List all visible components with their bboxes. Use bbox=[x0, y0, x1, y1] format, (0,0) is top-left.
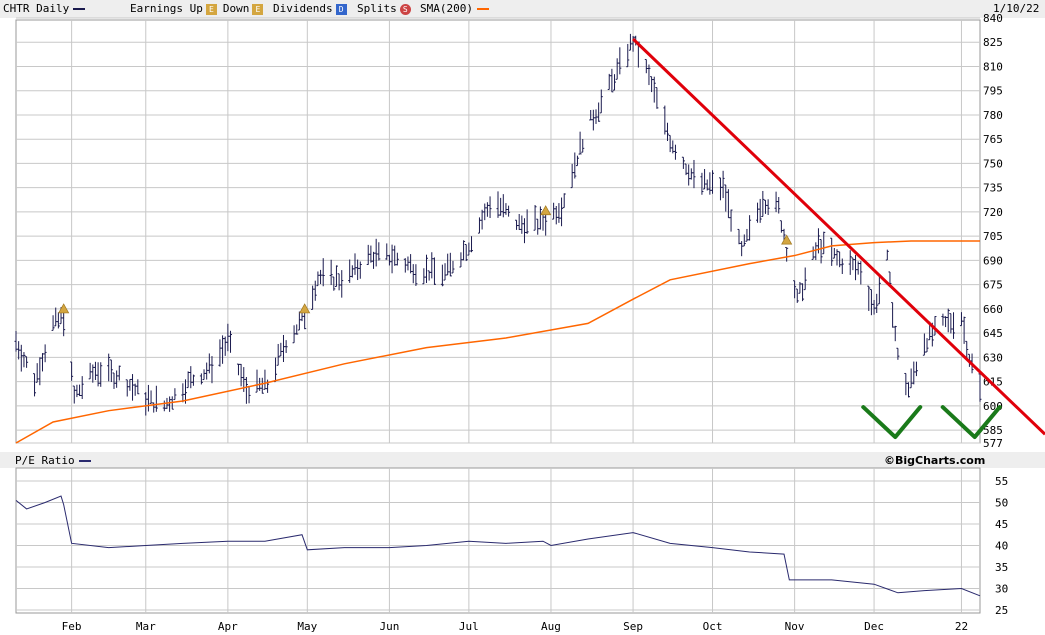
x-tick-label: 22 bbox=[955, 620, 968, 633]
price-y-tick-label: 810 bbox=[983, 60, 1003, 73]
red-trendline bbox=[632, 37, 1045, 436]
green-check-icon bbox=[940, 405, 1002, 440]
pe-bar: P/E Ratio ©BigCharts.com bbox=[0, 452, 1045, 468]
pe-y-tick-label: 40 bbox=[995, 540, 1008, 553]
sma-200-line bbox=[15, 240, 980, 444]
legend-dividends: Dividends D bbox=[273, 2, 347, 15]
bigcharts-credit: ©BigCharts.com bbox=[884, 454, 986, 467]
price-y-tick-label: 675 bbox=[983, 279, 1003, 292]
legend-splits: Splits S bbox=[357, 2, 411, 15]
x-tick-label: Sep bbox=[623, 620, 643, 633]
x-tick-label: Jun bbox=[379, 620, 399, 633]
x-tick-label: Feb bbox=[62, 620, 82, 633]
pe-y-tick-label: 35 bbox=[995, 561, 1008, 574]
legend-earnings: Earnings Up E Down E bbox=[130, 2, 264, 15]
green-check-icon bbox=[861, 405, 923, 440]
pe-y-tick-label: 45 bbox=[995, 518, 1008, 531]
price-y-tick-label: 765 bbox=[983, 133, 1003, 146]
splits-icon: S bbox=[399, 3, 411, 15]
pe-plot-frame bbox=[15, 467, 981, 614]
price-y-tick-label: 720 bbox=[983, 206, 1003, 219]
pe-ratio-line bbox=[15, 495, 981, 597]
chart-date: 1/10/22 bbox=[993, 2, 1040, 15]
earnings-down-icon: E bbox=[252, 3, 264, 15]
legend-symbol: CHTR Daily bbox=[3, 2, 86, 15]
x-tick-label: Nov bbox=[785, 620, 805, 633]
x-tick-label: Mar bbox=[136, 620, 156, 633]
earnings-up-icon: E bbox=[205, 3, 217, 15]
price-y-tick-label: 645 bbox=[983, 327, 1003, 340]
price-y-tick-label: 705 bbox=[983, 230, 1003, 243]
price-y-tick-label: 660 bbox=[983, 303, 1003, 316]
pe-y-tick-label: 55 bbox=[995, 475, 1008, 488]
price-y-tick-label: 780 bbox=[983, 109, 1003, 122]
price-swatch-icon bbox=[73, 8, 86, 10]
price-y-tick-label: 825 bbox=[983, 36, 1003, 49]
price-y-tick-label: 795 bbox=[983, 85, 1003, 98]
price-y-tick-label: 577 bbox=[983, 437, 1003, 450]
sma-swatch-icon bbox=[476, 8, 489, 10]
pe-label: P/E Ratio bbox=[15, 454, 91, 467]
pe-y-tick-label: 25 bbox=[995, 604, 1008, 617]
x-tick-label: Aug bbox=[541, 620, 561, 633]
pe-y-tick-label: 30 bbox=[995, 583, 1008, 596]
x-tick-label: Apr bbox=[218, 620, 238, 633]
earnings-marker-icon bbox=[781, 234, 793, 245]
legend-sma: SMA(200) bbox=[420, 2, 489, 15]
x-tick-label: Jul bbox=[459, 620, 479, 633]
price-y-tick-label: 630 bbox=[983, 351, 1003, 364]
pe-y-tick-label: 50 bbox=[995, 497, 1008, 510]
pe-swatch-icon bbox=[78, 460, 91, 462]
earnings-marker-icon bbox=[299, 303, 311, 314]
price-y-tick-label: 735 bbox=[983, 182, 1003, 195]
x-tick-label: Dec bbox=[864, 620, 884, 633]
dividends-icon: D bbox=[335, 3, 347, 15]
earnings-marker-icon bbox=[58, 303, 70, 314]
price-y-tick-label: 690 bbox=[983, 254, 1003, 267]
price-y-tick-label: 840 bbox=[983, 12, 1003, 25]
x-tick-label: Oct bbox=[703, 620, 723, 633]
price-y-tick-label: 585 bbox=[983, 424, 1003, 437]
price-y-tick-label: 750 bbox=[983, 157, 1003, 170]
x-tick-label: May bbox=[297, 620, 317, 633]
earnings-marker-icon bbox=[540, 205, 552, 216]
legend-bar: CHTR Daily Earnings Up E Down E Dividends D … bbox=[0, 0, 1045, 18]
